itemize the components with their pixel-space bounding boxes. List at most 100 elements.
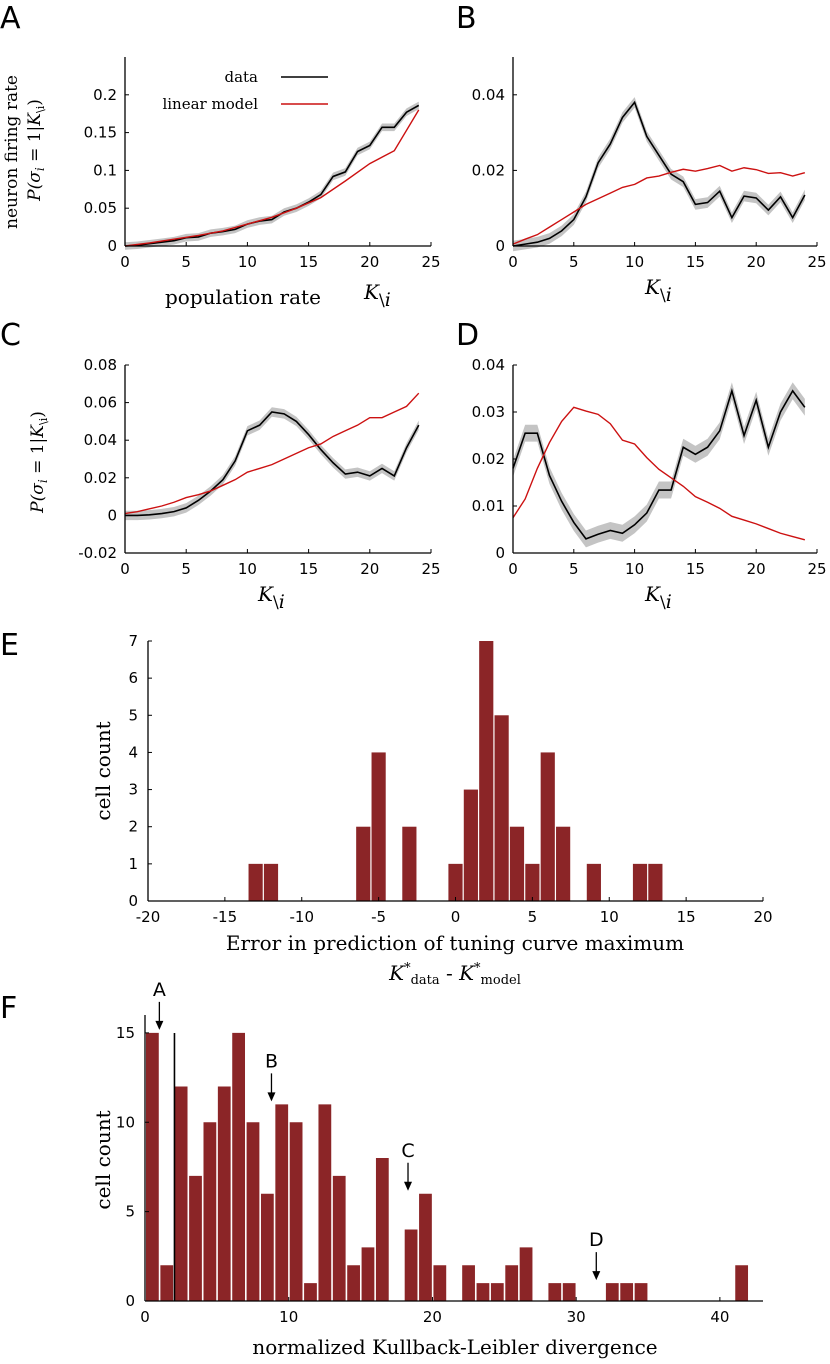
histogram-bar bbox=[371, 752, 386, 901]
x-axis-symbol: K\i bbox=[644, 582, 672, 613]
histogram-bar bbox=[146, 1032, 159, 1301]
histogram-bar bbox=[189, 1175, 202, 1301]
x-tick-label: 0 bbox=[120, 253, 130, 271]
histogram-bar bbox=[548, 1283, 562, 1301]
histogram-bar bbox=[248, 863, 263, 901]
x-axis-symbol: K\i bbox=[363, 280, 391, 311]
histogram-bar bbox=[356, 826, 371, 901]
histogram-bar bbox=[260, 1193, 274, 1301]
y-tick-label: 0.04 bbox=[472, 356, 505, 374]
x-tick-label: 15 bbox=[677, 908, 696, 926]
histogram-bar bbox=[404, 1229, 418, 1301]
chart-panel-e: -20 -15 -10 -5 0 5 10 15 20 0 1 2 3 4 5 6 7 cell count Err… bbox=[91, 632, 773, 988]
histogram-bar bbox=[419, 1193, 432, 1301]
x-tick-label: 5 bbox=[528, 908, 538, 926]
y-tick-label: 0.06 bbox=[84, 394, 117, 412]
legend-label-data: data bbox=[224, 68, 258, 86]
x-tick-label: -10 bbox=[290, 908, 315, 926]
histogram-bar bbox=[648, 863, 663, 901]
y-tick-label: 0 bbox=[107, 506, 117, 524]
y-tick-label: 0.02 bbox=[472, 161, 505, 179]
chart-panel-b: 0 5 10 15 20 25 0 0.02 0.04 K\i bbox=[472, 57, 827, 306]
x-tick-label: 15 bbox=[299, 560, 318, 578]
x-axis-title: normalized Kullback-Leibler divergence bbox=[252, 1335, 657, 1359]
data-line bbox=[124, 104, 420, 247]
histogram-bar bbox=[586, 863, 601, 901]
y-tick-label: 3 bbox=[128, 781, 138, 799]
y-tick-label: 0.02 bbox=[84, 469, 117, 487]
chart-panel-a: 0 5 10 15 20 25 0 0.05 0.1 0.15 0.2 population rate… bbox=[2, 57, 441, 311]
x-axis-symbol: K\i bbox=[257, 582, 285, 613]
y-tick-label: 0.04 bbox=[84, 431, 117, 449]
histogram-bar bbox=[634, 1283, 648, 1301]
linear-model-line bbox=[512, 164, 806, 245]
histogram-bar bbox=[304, 1283, 317, 1301]
x-tick-label: 10 bbox=[600, 908, 619, 926]
chart-panel-f: 0 10 20 30 40 0 5 10 15 cell count normalized Kull… bbox=[91, 979, 763, 1359]
panel-letter-f: F bbox=[0, 991, 17, 1026]
data-line bbox=[512, 100, 806, 247]
y-tick-label: 0.08 bbox=[84, 356, 117, 374]
x-axis-symbol: K\i bbox=[644, 275, 672, 306]
linear-model-line bbox=[124, 392, 420, 515]
panel-letter-d: D bbox=[456, 318, 479, 353]
histogram-bar bbox=[232, 1032, 246, 1301]
y-tick-label: 5 bbox=[125, 1203, 135, 1221]
panel-letter-b: B bbox=[456, 1, 477, 36]
y-axis-probability-label: P(σi = 1|K\i) bbox=[25, 99, 47, 202]
panel-letter-e: E bbox=[0, 628, 19, 663]
y-tick-label: 0 bbox=[128, 892, 138, 910]
y-tick-label: 0 bbox=[107, 237, 117, 255]
y-tick-label: 7 bbox=[128, 632, 138, 650]
x-tick-label: 20 bbox=[360, 253, 379, 271]
data-line bbox=[125, 411, 420, 517]
histogram-bar bbox=[318, 1104, 332, 1301]
y-tick-label: 2 bbox=[128, 818, 138, 836]
x-tick-label: 0 bbox=[140, 1308, 150, 1326]
histogram-bar bbox=[402, 826, 417, 901]
x-tick-label: 15 bbox=[299, 253, 318, 271]
x-tick-label: 30 bbox=[567, 1308, 586, 1326]
y-axis-probability-label: P(σi = 1|K\i) bbox=[28, 411, 50, 514]
histogram-bar bbox=[246, 1122, 260, 1301]
annotation-label: A bbox=[153, 979, 166, 1001]
x-tick-label: 20 bbox=[360, 560, 379, 578]
x-tick-label: 20 bbox=[423, 1308, 442, 1326]
histogram-bar bbox=[433, 1265, 447, 1301]
histogram-bar bbox=[347, 1265, 360, 1301]
histogram-bar bbox=[263, 863, 279, 901]
y-axis-title: cell count bbox=[91, 721, 115, 820]
y-tick-label: 0.04 bbox=[472, 86, 505, 104]
histogram-bar bbox=[490, 1283, 504, 1301]
y-tick-label: 0.05 bbox=[84, 199, 117, 217]
x-tick-label: 0 bbox=[508, 560, 518, 578]
confidence-band bbox=[513, 382, 805, 548]
confidence-band bbox=[125, 101, 419, 250]
y-tick-label: -0.02 bbox=[78, 544, 117, 562]
x-tick-label: 20 bbox=[747, 560, 766, 578]
x-tick-label: 10 bbox=[625, 560, 644, 578]
y-tick-label: 0 bbox=[125, 1292, 135, 1310]
linear-model-line bbox=[124, 109, 420, 247]
histogram-bar bbox=[540, 752, 555, 901]
histogram-bar bbox=[735, 1265, 749, 1301]
histogram-bar bbox=[332, 1175, 346, 1301]
x-tick-label: 5 bbox=[569, 560, 579, 578]
x-tick-label: 10 bbox=[238, 253, 257, 271]
y-tick-label: 6 bbox=[128, 669, 138, 687]
histogram-bar bbox=[505, 1265, 519, 1301]
x-tick-label: 10 bbox=[238, 560, 257, 578]
y-tick-label: 0.2 bbox=[93, 86, 117, 104]
histogram-bar bbox=[289, 1122, 303, 1301]
x-axis-subtitle: K*data - K*model bbox=[388, 961, 521, 988]
x-tick-label: 10 bbox=[625, 253, 644, 271]
confidence-band bbox=[513, 97, 805, 252]
annotation-arrow-head bbox=[404, 1181, 413, 1191]
panel-letter-a: A bbox=[0, 1, 21, 36]
x-tick-label: 25 bbox=[807, 560, 826, 578]
annotation-arrow-head bbox=[267, 1092, 276, 1102]
y-tick-label: 4 bbox=[128, 743, 138, 761]
histogram-bar bbox=[203, 1122, 217, 1301]
x-tick-label: -5 bbox=[371, 908, 386, 926]
